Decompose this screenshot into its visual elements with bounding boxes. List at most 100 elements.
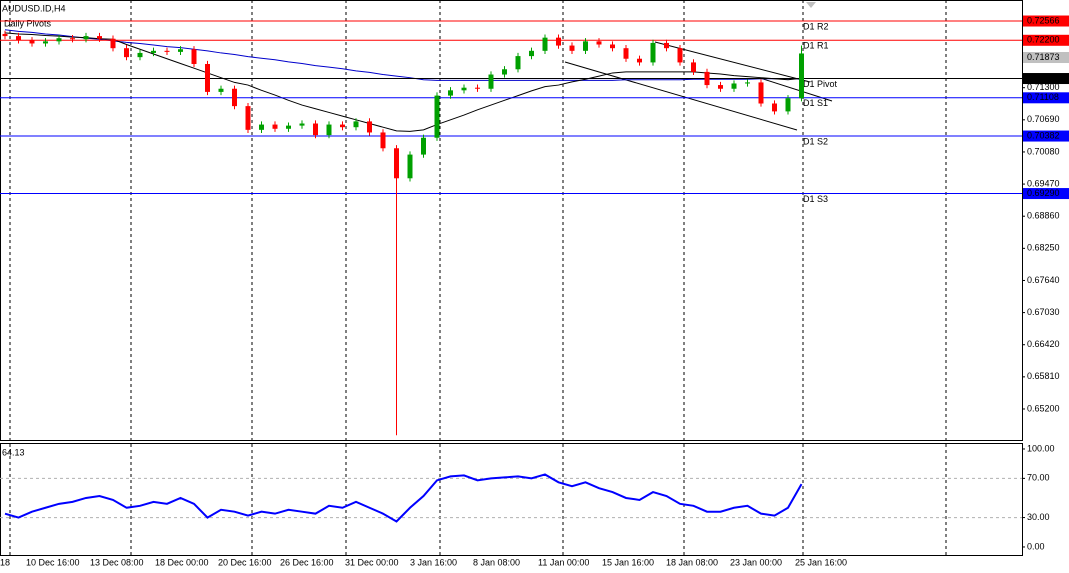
candle-body: [691, 62, 696, 72]
candle-body: [97, 36, 102, 39]
candle-body: [16, 36, 21, 41]
candle-body: [70, 38, 75, 40]
pivot-price-label: 0.72200: [1027, 35, 1060, 45]
candle-body: [259, 124, 264, 130]
moving-average: [4, 29, 802, 81]
candle-body: [313, 123, 318, 136]
candle-body: [245, 106, 251, 130]
candle-body: [502, 69, 507, 75]
candle-body: [218, 88, 224, 92]
indicator-name: Daily Pivots: [4, 18, 52, 28]
price-panel: [0, 0, 1023, 441]
x-tick-label: 26 Dec 16:00: [280, 557, 334, 567]
x-tick-label: 8 Jan 08:00: [473, 557, 520, 567]
candle-body: [650, 42, 656, 63]
candle-body: [421, 137, 426, 155]
candle-body: [326, 124, 332, 136]
candle-body: [137, 52, 143, 58]
period-separators: [9, 0, 947, 555]
candle-body: [56, 38, 62, 42]
x-tick-label: 15 Jan 16:00: [602, 557, 654, 567]
candle-body: [340, 124, 345, 128]
shift-marker: [806, 2, 816, 8]
candle-body: [799, 53, 804, 99]
candle-body: [232, 88, 237, 107]
candle-body: [704, 71, 710, 86]
bid-price-label: 0.71873: [1027, 52, 1060, 62]
pivot-price-label: 0.72566: [1027, 15, 1060, 25]
pivot-price-label: 0.70382: [1027, 130, 1060, 140]
candle-body: [745, 82, 750, 84]
pivot-price-label: 0.69290: [1027, 188, 1060, 198]
rsi-panel: [0, 443, 1023, 556]
candle-body: [434, 95, 440, 138]
candle-body: [286, 125, 291, 129]
x-tick-label: 3 Jan 16:00: [410, 557, 457, 567]
candle-body: [448, 90, 453, 96]
candle-body: [272, 124, 278, 129]
x-tick-label: 31 Dec 00:00: [345, 557, 399, 567]
candle-body: [110, 38, 116, 49]
candle-body: [731, 83, 737, 89]
candle-body: [475, 87, 480, 89]
y-tick-label: 0.70080: [1027, 146, 1060, 156]
rsi-tick-label: 0.00: [1027, 541, 1045, 551]
y-tick-label: 0.65200: [1027, 403, 1060, 413]
candle-body: [623, 48, 629, 59]
pivot-name: D1 S3: [803, 194, 828, 204]
moving-average: [4, 32, 802, 132]
x-tick-label: 25 Jan 16:00: [795, 557, 847, 567]
candle-body: [43, 41, 48, 44]
rsi-tick-label: 70.00: [1027, 473, 1050, 483]
candle-body: [785, 98, 791, 112]
candle-body: [677, 48, 683, 63]
candle-body: [583, 41, 588, 51]
candle-body: [29, 40, 35, 44]
bid-price-box: [1023, 52, 1069, 64]
candle-body: [164, 50, 170, 52]
y-tick-label: 0.71300: [1027, 82, 1060, 92]
candle-body: [529, 50, 534, 57]
candle-body: [488, 74, 494, 89]
x-tick-label: 11 Jan 00:00: [538, 557, 589, 567]
pivot-name: D1 S2: [803, 136, 828, 146]
candle-body: [610, 44, 615, 49]
candle-body: [556, 37, 561, 46]
pivot-name: D1 R1: [803, 41, 829, 51]
x-tick-label: 18 Jan 08:00: [666, 557, 718, 567]
candle-body: [151, 50, 156, 53]
y-tick-label: 0.70690: [1027, 114, 1060, 124]
candle-body: [461, 87, 467, 91]
chart-title: AUDUSD.ID,H4: [2, 3, 66, 13]
y-tick-label: 0.68860: [1027, 211, 1060, 221]
pivot-price-box: [1023, 15, 1069, 27]
rsi-line: [4, 473, 803, 523]
pivot-price-box: [1023, 34, 1069, 46]
candle-body: [178, 49, 183, 52]
pivot-price-box: [1023, 92, 1069, 104]
y-tick-label: 0.65810: [1027, 371, 1060, 381]
pivot-name: D1 Pivot: [803, 79, 838, 89]
x-tick-label: 18 Dec 00:00: [155, 557, 209, 567]
y-tick-label: 0.67030: [1027, 307, 1060, 317]
trend-lines: [564, 41, 833, 131]
candle-body: [407, 154, 413, 179]
pivot-price-box: [1023, 188, 1069, 200]
candle-body: [83, 36, 89, 40]
rsi-tick-label: 100.00: [1027, 443, 1055, 453]
x-tick-label: 18: [0, 557, 10, 567]
candle-body: [718, 85, 723, 89]
x-tick-label: 20 Dec 16:00: [218, 557, 272, 567]
candle-body: [772, 103, 777, 112]
candle-body: [380, 132, 386, 149]
x-tick-label: 23 Jan 00:00: [730, 557, 782, 567]
candle-body: [515, 56, 521, 70]
pivot-name: D1 R2: [803, 21, 829, 31]
pivot-price-box: [1023, 130, 1069, 142]
candle-body: [569, 45, 575, 51]
x-tick-label: 13 Dec 08:00: [90, 557, 144, 567]
candle-body: [2, 33, 8, 37]
candle-body: [637, 58, 642, 63]
y-tick-label: 0.66420: [1027, 339, 1060, 349]
